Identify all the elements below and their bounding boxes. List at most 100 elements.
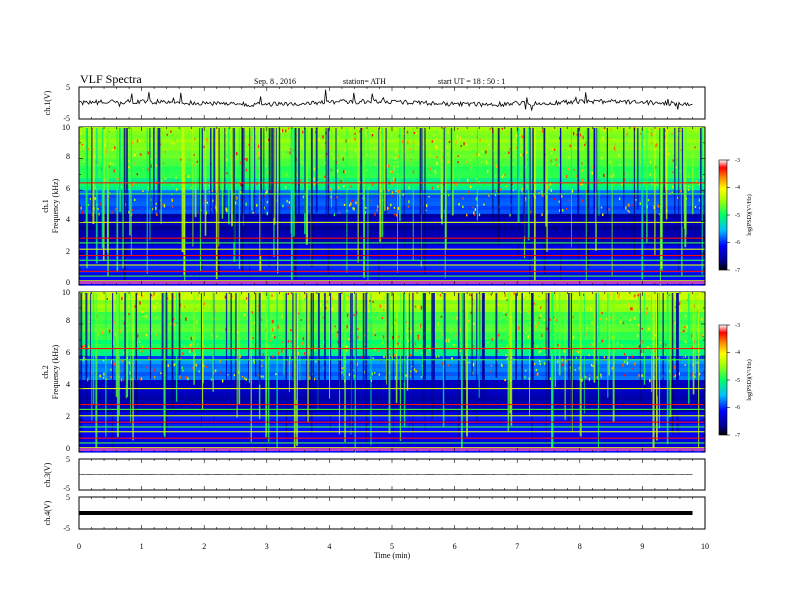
spec2-emission-speck [102, 359, 105, 362]
spec1-emission-speck [457, 161, 459, 164]
spec1-emission-speck [125, 203, 127, 206]
spec1-emission-speck [657, 204, 659, 208]
spec2-emission-speck [631, 307, 634, 311]
spec1-emission-speck [655, 174, 657, 178]
spec2-band [79, 312, 705, 317]
spec1-sferic [228, 128, 230, 225]
spec2-emission-speck [243, 292, 246, 296]
spec1-emission-speck [159, 199, 162, 202]
spec1-narrowband-line [79, 264, 705, 266]
spec2-emission-speck [152, 294, 154, 298]
ch1-ylabel: ch.1(V) [43, 90, 52, 115]
spec1-emission-speck [175, 187, 178, 191]
spec1-emission-speck [516, 146, 518, 149]
spec2-emission-speck [587, 295, 589, 298]
spec1-emission-speck [485, 147, 487, 149]
spec2-emission-speck [349, 325, 351, 329]
spec1-emission-speck [457, 155, 459, 157]
spec2-emission-speck [524, 369, 527, 372]
spec1-emission-speck [245, 168, 248, 172]
spec2-sferic [193, 293, 195, 385]
spec2-emission-speck [182, 352, 184, 355]
spec1-emission-speck [400, 189, 402, 193]
spec1-emission-speck [435, 130, 437, 134]
spec2-sferic [178, 293, 181, 375]
spec2-emission-speck [440, 315, 443, 318]
spec1-sferic [305, 128, 308, 245]
ch4-ytick-bottom: -5 [63, 524, 70, 533]
spec1-emission-speck [635, 199, 637, 201]
spec2-emission-speck [634, 362, 636, 366]
spec2-emission-speck [491, 338, 493, 341]
spec2-emission-speck [690, 334, 693, 338]
spec2-emission-speck [586, 326, 588, 330]
spec1-emission-speck [472, 155, 474, 159]
spec2-sferic [666, 293, 669, 445]
spec1-emission-speck [598, 133, 601, 136]
spec2-emission-speck [185, 376, 188, 379]
spec2-band [79, 328, 705, 333]
spec2-band [79, 416, 705, 421]
spec1-emission-speck [329, 145, 331, 149]
spec2-emission-speck [346, 309, 349, 313]
spec2-emission-speck [150, 339, 153, 342]
spec2-sferic [612, 293, 615, 422]
spec1-emission-speck [81, 143, 84, 146]
spec1-band [79, 209, 705, 215]
spec2-emission-speck [337, 340, 339, 344]
spec1-emission-speck [348, 170, 350, 174]
spec2-emission-speck [447, 364, 449, 367]
spec1-emission-speck [393, 167, 395, 171]
ch2-colorbar-tick-m3: -3 [735, 323, 740, 329]
spec1-emission-speck [475, 197, 478, 201]
spec2-sferic [422, 293, 424, 377]
spec1-emission-speck [111, 149, 114, 152]
spec2-band [79, 336, 705, 341]
spec1-band [79, 277, 705, 282]
spec1-sferic [129, 128, 131, 236]
spec1-emission-speck [614, 149, 617, 153]
spec2-sferic [248, 293, 251, 383]
spec2-sferic [95, 293, 98, 451]
spec2-emission-speck [630, 307, 632, 311]
spec2-emission-speck [638, 324, 640, 327]
spec1-emission-speck [227, 137, 229, 141]
spec2-emission-speck [534, 321, 537, 325]
spec2-emission-speck [624, 353, 627, 355]
spec2-emission-speck [383, 296, 385, 299]
spec2-emission-speck [261, 359, 263, 362]
spec2-emission-speck [341, 371, 343, 374]
spec1-emission-speck [214, 205, 216, 209]
spec2-emission-speck [404, 302, 407, 305]
spec2-emission-speck [168, 301, 170, 305]
spec2-emission-speck [221, 379, 224, 383]
spec1-emission-speck [206, 140, 209, 145]
spec1-sferic [346, 128, 348, 273]
spec1-emission-speck [614, 143, 616, 147]
spec1-emission-speck [282, 153, 284, 156]
spec1-emission-speck [397, 190, 400, 194]
spec2-emission-speck [524, 375, 526, 379]
spec1-sferic [363, 128, 366, 278]
spec1-emission-speck [382, 142, 385, 146]
spec2-band [79, 376, 705, 381]
spec1-emission-speck [202, 155, 205, 157]
spec1-emission-speck [324, 175, 326, 178]
spec1-narrowband-line [79, 242, 705, 244]
spec2-emission-speck [101, 331, 103, 335]
spec2-emission-speck [194, 353, 196, 356]
spec2-sferic [658, 293, 661, 429]
spec1-emission-speck [200, 141, 203, 145]
spec1-sferic [130, 128, 132, 256]
spec1-emission-speck [581, 183, 583, 186]
spec1-emission-speck [522, 135, 524, 139]
spec1-emission-speck [267, 171, 269, 174]
spec2-emission-speck [598, 294, 601, 296]
spec1-emission-speck [212, 199, 214, 202]
spec2-emission-speck [409, 370, 412, 373]
spec2-emission-speck [504, 293, 507, 297]
spec1-emission-speck [343, 184, 345, 188]
ch1-colorbar-tick-m7: -7 [735, 268, 740, 274]
spec1-emission-speck [702, 176, 704, 179]
